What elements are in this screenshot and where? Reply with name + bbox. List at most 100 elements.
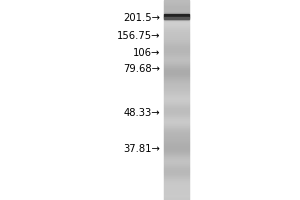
Bar [164,60,189,61]
Bar [164,17,189,19]
Bar [164,90,189,91]
Bar [164,85,189,86]
Bar [164,32,189,33]
Bar [164,186,189,187]
Bar [164,184,189,185]
Bar [164,61,189,62]
Bar [164,111,189,112]
Bar [164,41,189,42]
Bar [164,84,189,85]
Bar [164,54,189,55]
Bar [164,56,189,57]
Bar [164,108,189,109]
Bar [164,145,189,146]
Bar [164,149,189,150]
Bar [164,179,189,180]
Bar [164,2,189,3]
Bar [164,13,189,14]
Bar [164,167,189,168]
Bar [164,37,189,38]
Bar [164,16,189,17]
Bar [164,28,189,29]
Bar [164,12,189,14]
Text: 156.75→: 156.75→ [117,31,160,41]
Text: 106→: 106→ [133,48,160,58]
Bar [164,15,189,16]
Bar [164,74,189,75]
Bar [164,20,189,21]
Bar [164,188,189,189]
Bar [164,183,189,184]
Bar [164,42,189,43]
Bar [164,4,189,5]
Bar [164,150,189,151]
Bar [164,76,189,77]
Bar [164,132,189,133]
Bar [164,172,189,173]
Bar [164,155,189,156]
Bar [164,55,189,56]
Bar [164,176,189,177]
Bar [164,136,189,137]
Bar [164,23,189,24]
Bar [164,147,189,148]
Bar [164,158,189,159]
Bar [164,195,189,196]
Bar [164,133,189,134]
Bar [164,44,189,45]
Text: 48.33→: 48.33→ [124,108,160,118]
Bar [164,30,189,31]
Bar [164,126,189,127]
Bar [164,161,189,162]
Bar [164,143,189,144]
Bar [164,93,189,94]
Bar [164,88,189,89]
Bar [164,77,189,78]
Bar [164,91,189,92]
Bar [164,148,189,149]
Bar [164,162,189,163]
Bar [164,66,189,67]
Bar [164,70,189,71]
Bar [164,110,189,111]
Bar [164,193,189,194]
Bar [164,27,189,28]
Bar [164,107,189,108]
Bar [164,81,189,82]
Bar [164,14,189,17]
Bar [164,104,189,105]
Bar [164,198,189,199]
Bar [164,160,189,161]
Bar [164,43,189,44]
Bar [164,130,189,131]
Bar [164,65,189,66]
Bar [164,135,189,136]
Bar [164,89,189,90]
Bar [164,71,189,72]
Bar [164,190,189,191]
Bar [164,94,189,95]
Bar [164,8,189,9]
Bar [164,57,189,58]
Bar [164,29,189,30]
Bar [164,182,189,183]
Bar [164,138,189,139]
Bar [164,45,189,46]
Bar [164,146,189,147]
Bar [164,96,189,97]
Bar [164,68,189,69]
Bar [164,103,189,104]
Bar [164,197,189,198]
Text: 79.68→: 79.68→ [124,64,160,74]
Bar [164,196,189,197]
Bar [164,58,189,59]
Bar [164,151,189,152]
Bar [164,165,189,166]
Bar [164,124,189,125]
Bar [164,170,189,171]
Bar [164,97,189,98]
Bar [164,3,189,4]
Bar [164,191,189,192]
Bar [164,127,189,128]
Bar [164,142,189,143]
